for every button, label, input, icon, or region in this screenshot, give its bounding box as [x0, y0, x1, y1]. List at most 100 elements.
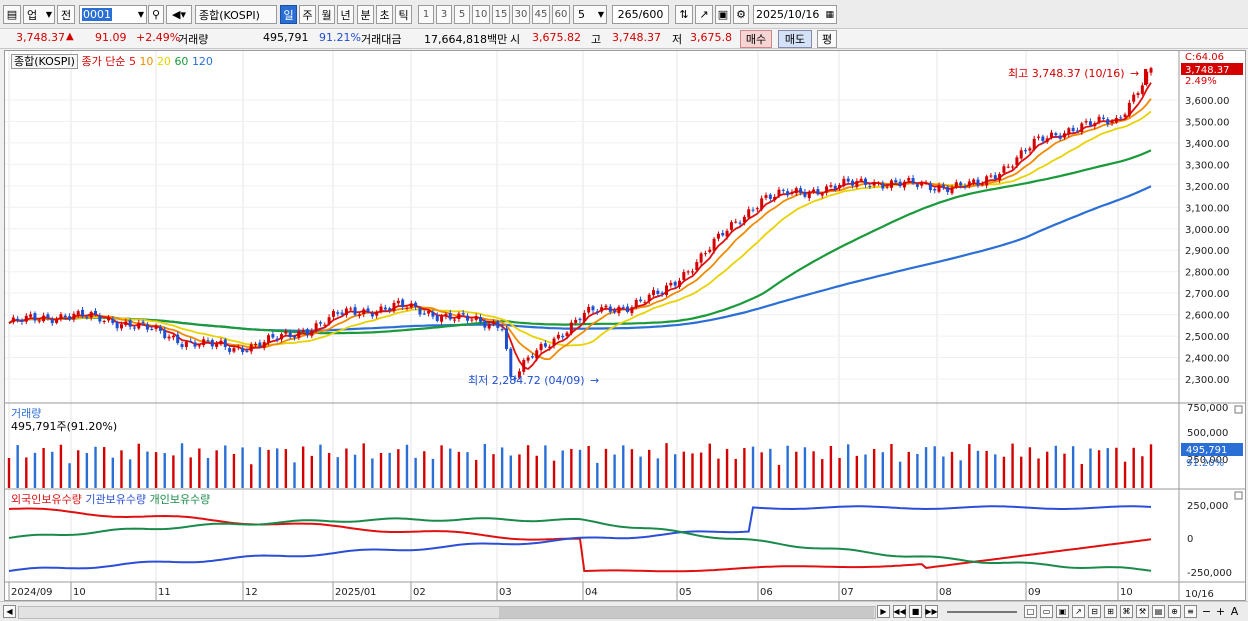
scroll-left-icon[interactable]: ◀	[3, 605, 16, 618]
stop-icon[interactable]: ■	[909, 605, 922, 618]
interval-30[interactable]: 30	[512, 5, 530, 24]
auto-scale-icon[interactable]: A	[1230, 605, 1239, 618]
interval-60[interactable]: 60	[552, 5, 570, 24]
candle-body	[967, 181, 971, 187]
volume-bar	[890, 443, 893, 488]
holding-pane-legend: 외국인보유수량 기관보유수량 개인보유수량	[11, 491, 210, 507]
volume-bar	[180, 443, 184, 488]
tab-day[interactable]: 일	[280, 5, 297, 24]
tab-month[interactable]: 월	[318, 5, 335, 24]
zoom-out-icon[interactable]: −	[1201, 605, 1212, 618]
prev-button[interactable]: 전	[57, 5, 75, 24]
volume-bar	[1123, 461, 1127, 488]
search-icon[interactable]: ⚲	[148, 5, 164, 24]
candle-body	[959, 182, 963, 186]
count-field[interactable]: 265/600	[612, 5, 669, 24]
interval-select[interactable]: 5 ▼	[573, 5, 607, 24]
buy-button[interactable]: 매수	[740, 30, 772, 48]
tool-icon[interactable]: ⊞	[1104, 605, 1117, 618]
volume-pane-title[interactable]: 거래량	[11, 407, 42, 420]
institution-holding-label[interactable]: 기관보유수량	[85, 493, 147, 506]
close-icon[interactable]	[1234, 491, 1243, 500]
volume-bar	[457, 451, 461, 488]
tool-icon[interactable]: ≡	[1184, 605, 1197, 618]
code-input[interactable]: 0001 ▼	[79, 5, 147, 24]
foreign-holding-label[interactable]: 외국인보유수량	[11, 493, 82, 506]
rewind-icon[interactable]: ◀◀	[893, 605, 906, 618]
tab-minute[interactable]: 분	[357, 5, 374, 24]
volume-bar	[743, 448, 746, 488]
interval-45[interactable]: 45	[532, 5, 550, 24]
y-tick-label: 3,100.00	[1185, 203, 1230, 214]
volume-bar	[241, 447, 244, 488]
forward-icon[interactable]: ▶▶	[925, 605, 938, 618]
scrollbar-thumb[interactable]	[499, 607, 874, 618]
date-input[interactable]: 2025/10/16 ▦	[753, 5, 837, 24]
chart-type-icon[interactable]: ▤	[3, 5, 21, 24]
candle-body	[154, 325, 158, 329]
tool-icon[interactable]: ⌘	[1120, 605, 1133, 618]
y-tick-label: 2,700.00	[1185, 289, 1230, 300]
candle-body	[812, 189, 816, 192]
candle-body	[786, 191, 790, 196]
sell-button[interactable]: 매도	[778, 30, 812, 48]
price-pane-title[interactable]: 종합(KOSPI)	[11, 54, 78, 69]
volume-bar	[16, 445, 19, 488]
chart-canvas[interactable]: 3,600.00 3,500.00 3,400.00 3,300.00 3,200.00…	[5, 51, 1245, 600]
y-tick-label: 3,600.00	[1185, 96, 1230, 107]
tool-icon[interactable]: ▤	[1152, 605, 1165, 618]
chart-area[interactable]: 3,600.00 3,500.00 3,400.00 3,300.00 3,200.00…	[4, 50, 1246, 601]
zoom-in-icon[interactable]: +	[1215, 605, 1226, 618]
candle-body	[933, 188, 937, 191]
tool-icon[interactable]: □	[1024, 605, 1037, 618]
interval-1[interactable]: 1	[418, 5, 434, 24]
candle-body	[210, 339, 214, 347]
candle-body	[1088, 121, 1092, 126]
scrollbar-track[interactable]	[18, 606, 876, 619]
candle-body	[907, 177, 911, 181]
candle-body	[63, 315, 67, 318]
tool-icon[interactable]: ⊕	[1168, 605, 1181, 618]
volume-bar	[1097, 450, 1101, 488]
interval-10[interactable]: 10	[472, 5, 490, 24]
volume-bar	[500, 447, 504, 488]
settings-arrows-icon[interactable]: ⇅	[675, 5, 693, 24]
trend-icon[interactable]: ↗	[695, 5, 713, 24]
interval-15[interactable]: 15	[492, 5, 510, 24]
tool-icon[interactable]: ↗	[1072, 605, 1085, 618]
volume-bar	[466, 452, 469, 488]
tab-year[interactable]: 년	[337, 5, 354, 24]
y-tick-label: 2,600.00	[1185, 311, 1230, 322]
volume-bar	[397, 449, 400, 488]
save-icon[interactable]: ▣	[715, 5, 731, 24]
tab-week[interactable]: 주	[299, 5, 316, 24]
close-icon[interactable]	[1234, 405, 1243, 414]
speaker-icon[interactable]: ◀▾	[166, 5, 192, 24]
tool-icon[interactable]: ▣	[1056, 605, 1069, 618]
candle-body	[1050, 132, 1054, 138]
tab-second[interactable]: 초	[376, 5, 393, 24]
avg-button[interactable]: 평	[817, 30, 837, 48]
candle-body	[314, 323, 318, 331]
candle-body	[431, 311, 435, 317]
candle-body	[708, 249, 712, 252]
candle-body	[422, 313, 426, 315]
market-select[interactable]: 업 ▼	[23, 5, 55, 24]
candle-body	[954, 182, 958, 187]
volume-bar	[622, 445, 625, 488]
tool-icon[interactable]: ⊟	[1088, 605, 1101, 618]
interval-5[interactable]: 5	[454, 5, 470, 24]
tool-icon[interactable]: ▭	[1040, 605, 1053, 618]
candle-body	[457, 313, 461, 320]
tool-icon[interactable]: ⚒	[1136, 605, 1149, 618]
tab-tick[interactable]: 틱	[395, 5, 412, 24]
zoom-slider[interactable]	[947, 611, 1017, 613]
individual-holding-label[interactable]: 개인보유수량	[149, 493, 211, 506]
candle-body	[305, 329, 309, 335]
volume-bar	[898, 461, 902, 488]
interval-3[interactable]: 3	[436, 5, 452, 24]
gear-icon[interactable]: ⚙	[733, 5, 749, 24]
candle-body	[876, 182, 880, 184]
scroll-right-icon[interactable]: ▶	[877, 605, 890, 618]
candle-body	[89, 312, 93, 318]
